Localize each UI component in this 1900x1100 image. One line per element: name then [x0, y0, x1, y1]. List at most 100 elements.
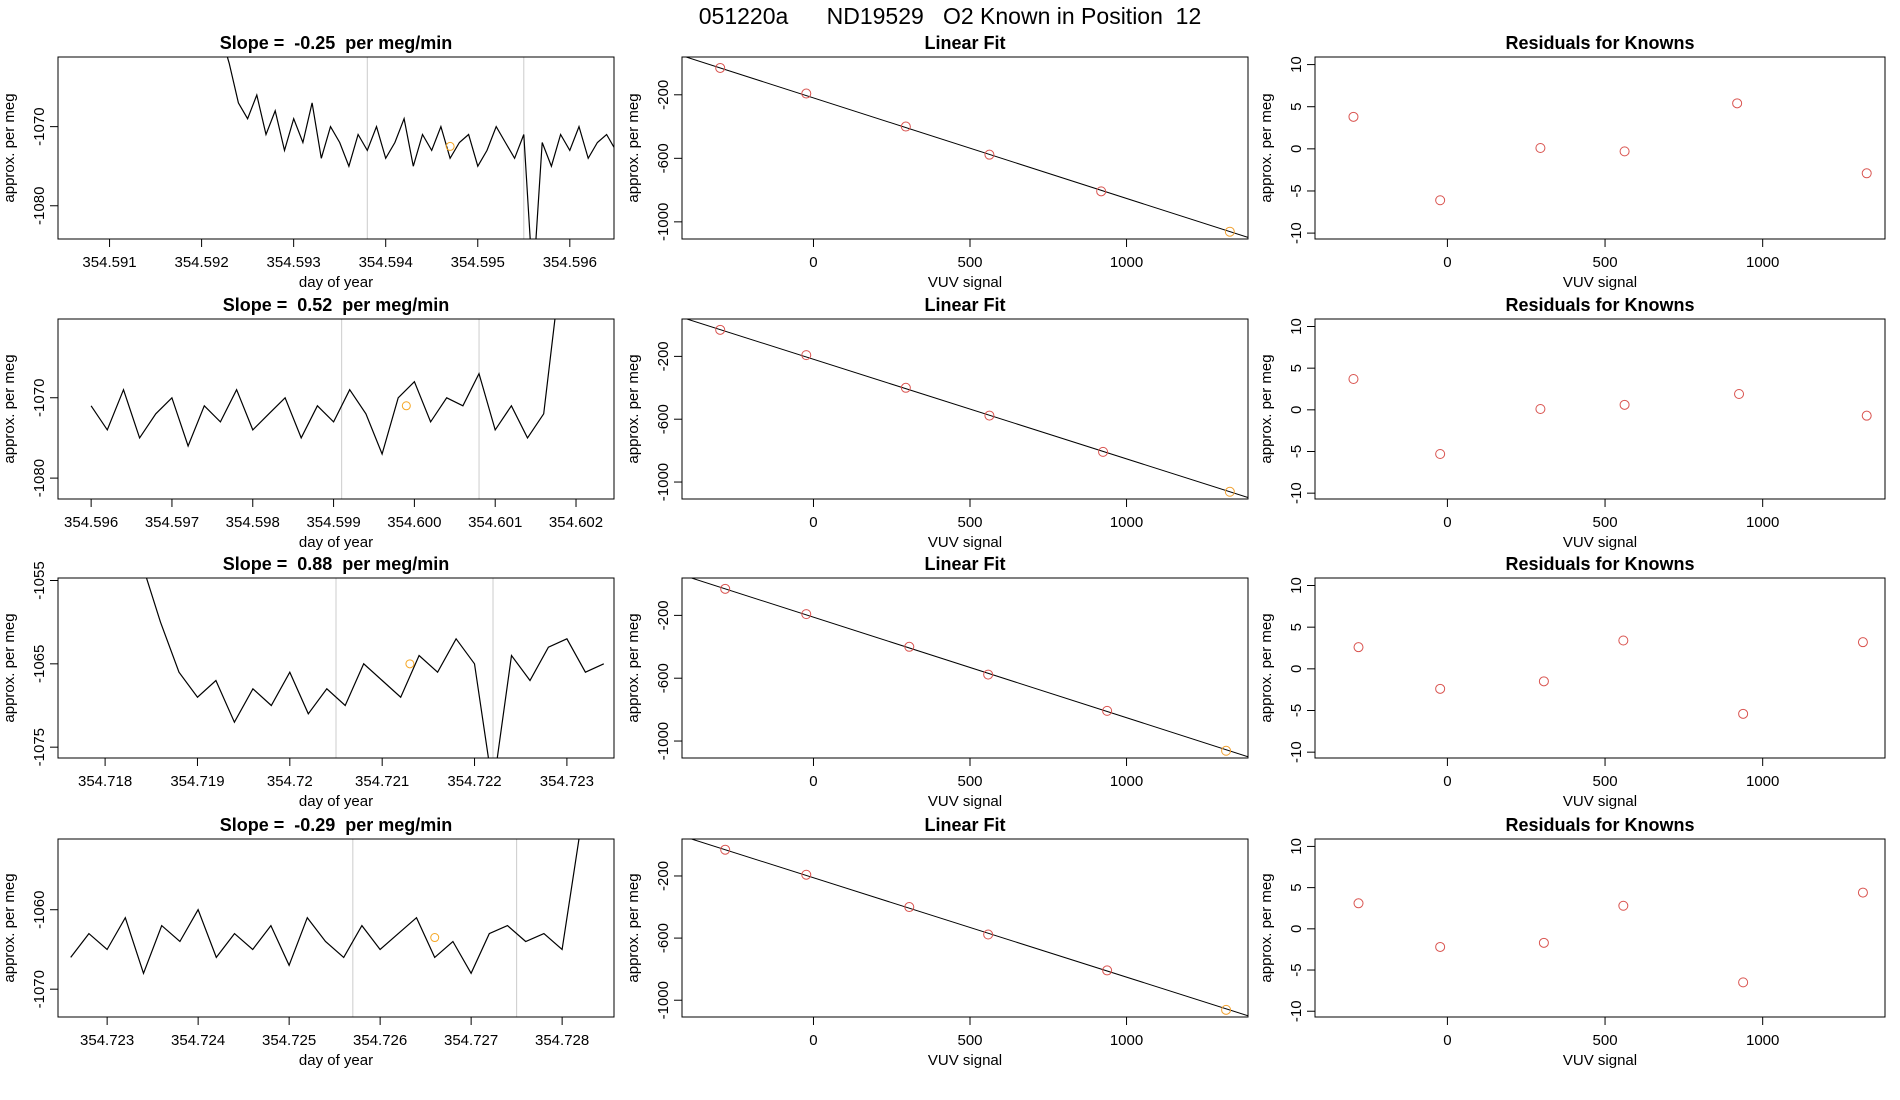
y-tick-label: 0 — [1288, 925, 1305, 933]
plot-area — [689, 839, 1248, 1017]
y-tick-label: -1000 — [655, 463, 672, 501]
point — [1435, 941, 1446, 952]
x-tick-label: 354.72 — [267, 773, 313, 790]
plot-area — [1353, 887, 1868, 988]
x-tick-label: 500 — [1593, 514, 1618, 531]
y-tick-label: -1065 — [31, 645, 48, 683]
panel-title: Linear Fit — [924, 815, 1005, 835]
x-axis-label: day of year — [299, 534, 373, 551]
x-tick-label: 0 — [1443, 254, 1451, 271]
x-tick-label: 500 — [1593, 254, 1618, 271]
x-tick-label: 354.598 — [226, 514, 280, 531]
y-tick-label: 5 — [1288, 364, 1305, 372]
y-tick-label: -200 — [655, 600, 672, 630]
x-tick-label: 0 — [1443, 1032, 1451, 1049]
point — [1224, 486, 1235, 497]
point — [984, 149, 995, 160]
x-tick-label: 354.592 — [174, 254, 228, 271]
point — [1435, 195, 1446, 206]
x-tick-label: 0 — [1443, 773, 1451, 790]
x-tick-label: 500 — [957, 1032, 982, 1049]
point — [1538, 937, 1549, 948]
point — [1435, 683, 1446, 694]
highlight-point — [445, 141, 455, 151]
plot-box — [57, 56, 615, 240]
panel-title: Linear Fit — [924, 295, 1005, 315]
point — [904, 641, 915, 652]
y-axis-label: approx. per meg — [1258, 354, 1275, 463]
y-tick-label: -1080 — [31, 459, 48, 497]
x-axis-label: VUV signal — [928, 1052, 1002, 1069]
x-tick-label: 354.596 — [543, 254, 597, 271]
y-tick-label: 0 — [1288, 665, 1305, 673]
point — [1348, 111, 1359, 122]
y-tick-label: -5 — [1288, 704, 1305, 717]
x-tick-label: 354.721 — [355, 773, 409, 790]
panel-title: Linear Fit — [924, 554, 1005, 574]
x-tick-label: 1000 — [1110, 254, 1143, 271]
fit-line — [684, 57, 1248, 238]
point — [1353, 898, 1364, 909]
y-tick-label: -5 — [1288, 963, 1305, 976]
plot-area — [689, 578, 1248, 758]
point — [801, 869, 812, 880]
x-axis-label: VUV signal — [1563, 534, 1637, 551]
y-tick-label: -200 — [655, 341, 672, 371]
plot-area — [70, 839, 580, 1017]
panel: Slope = 0.52 per meg/min day of year appro… — [1, 295, 615, 551]
y-tick-label: -1070 — [31, 107, 48, 145]
point — [983, 669, 994, 680]
x-tick-label: 1000 — [1746, 514, 1779, 531]
panel: Slope = -0.29 per meg/min day of year appr… — [1, 815, 615, 1069]
plot-box — [681, 838, 1249, 1018]
x-tick-label: 354.723 — [540, 773, 594, 790]
x-tick-label: 354.726 — [353, 1032, 407, 1049]
point — [720, 844, 731, 855]
plot-area — [1348, 98, 1872, 206]
y-axis-label: approx. per meg — [625, 354, 642, 463]
x-tick-label: 354.602 — [549, 514, 603, 531]
point — [983, 929, 994, 940]
y-tick-label: 0 — [1288, 406, 1305, 414]
x-tick-label: 354.723 — [80, 1032, 134, 1049]
point — [1096, 186, 1107, 197]
point — [1738, 708, 1749, 719]
x-tick-label: 354.600 — [387, 514, 441, 531]
plot-area — [1353, 635, 1868, 719]
panel-title: Residuals for Knowns — [1505, 33, 1694, 53]
plot-area — [90, 319, 556, 499]
x-tick-label: 354.595 — [451, 254, 505, 271]
x-tick-label: 1000 — [1110, 1032, 1143, 1049]
y-tick-label: -600 — [655, 923, 672, 953]
data-line — [226, 57, 614, 239]
y-axis-label: approx. per meg — [1, 613, 18, 722]
x-tick-label: 1000 — [1746, 254, 1779, 271]
point — [720, 583, 731, 594]
panel-title: Slope = -0.25 per meg/min — [220, 33, 453, 53]
y-tick-label: -1000 — [655, 203, 672, 241]
x-tick-label: 354.718 — [78, 773, 132, 790]
y-tick-label: -10 — [1288, 1000, 1305, 1022]
panel-title: Slope = 0.52 per meg/min — [223, 295, 450, 315]
point — [1861, 410, 1872, 421]
point — [1618, 635, 1629, 646]
y-tick-label: -1000 — [655, 722, 672, 760]
x-tick-label: 354.591 — [82, 254, 136, 271]
data-line — [90, 319, 556, 456]
y-axis-label: approx. per meg — [1258, 93, 1275, 202]
y-tick-label: -5 — [1288, 445, 1305, 458]
plot-box — [1314, 318, 1886, 500]
panel-title: Residuals for Knowns — [1505, 554, 1694, 574]
x-tick-label: 0 — [1443, 514, 1451, 531]
point — [1619, 399, 1630, 410]
plot-area — [145, 578, 605, 758]
data-line — [145, 578, 605, 758]
plot-box — [681, 577, 1249, 759]
point — [801, 88, 812, 99]
panel: Residuals for Knowns VUV signal approx. pe… — [1258, 554, 1886, 810]
data-line — [70, 839, 580, 976]
x-tick-label: 354.601 — [468, 514, 522, 531]
x-tick-label: 0 — [809, 514, 817, 531]
point — [1734, 389, 1745, 399]
